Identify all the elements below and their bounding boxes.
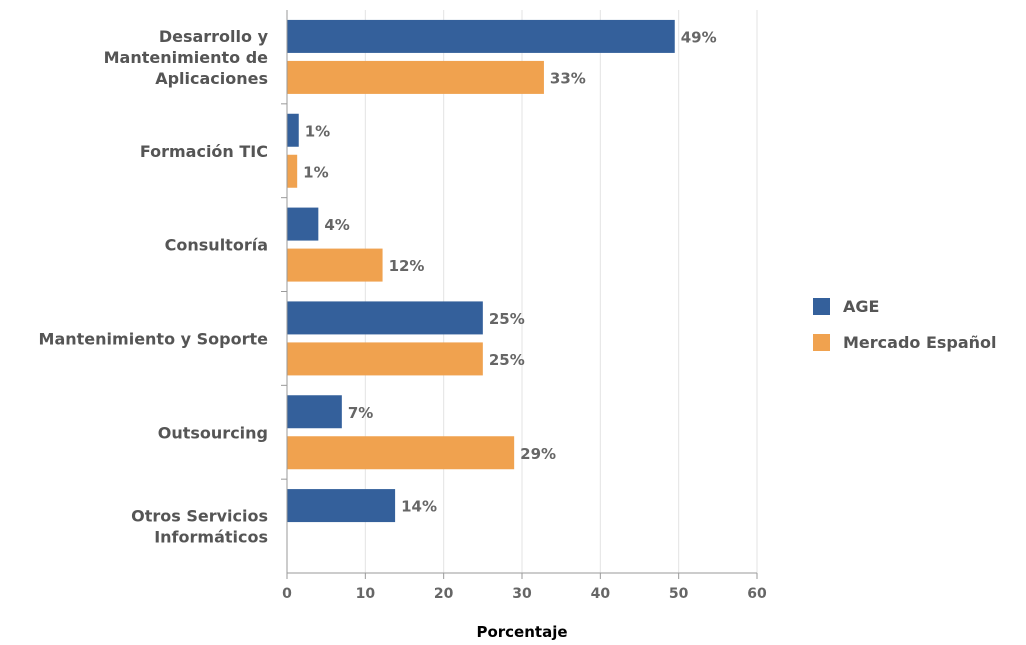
data-label: 29% [520, 445, 556, 463]
x-axis-label: Porcentaje [476, 623, 567, 641]
data-label: 12% [389, 257, 425, 275]
bar-age [287, 207, 319, 241]
bar-age [287, 19, 675, 53]
bar-mercado [287, 154, 298, 188]
x-tick-label: 50 [669, 586, 689, 602]
axes [281, 10, 757, 574]
x-tick-label: 0 [282, 586, 292, 602]
data-labels: 49% 33% 1% 1% 4% 12% 25% 25% 7% 29% 14% [303, 28, 716, 515]
category-label: Consultoría [165, 236, 268, 255]
x-tick-label: 40 [591, 586, 611, 602]
x-tick-label: 20 [434, 586, 454, 602]
x-tick-label: 30 [512, 586, 532, 602]
legend-label: AGE [843, 297, 879, 316]
category-label: Desarrollo y Mantenimiento de Aplicaciones [104, 27, 269, 88]
bar-age [287, 301, 483, 335]
bar-age [287, 113, 299, 147]
legend-swatch [813, 298, 830, 315]
bar-age [287, 395, 342, 429]
data-label: 1% [305, 122, 330, 140]
data-label: 25% [489, 310, 525, 328]
category-labels: Desarrollo y Mantenimiento de Aplicaciones… [39, 27, 269, 547]
category-label: Outsourcing [158, 423, 268, 442]
bar-mercado [287, 436, 515, 470]
category-label: Otros Servicios Informáticos [131, 507, 268, 547]
bar-mercado [287, 60, 544, 94]
data-label: 1% [303, 163, 328, 181]
data-label: 33% [550, 69, 586, 87]
bar-mercado [287, 248, 383, 282]
bar-age [287, 489, 396, 523]
data-label: 4% [324, 216, 349, 234]
legend-label: Mercado Español [843, 333, 997, 352]
category-label: Formación TIC [140, 142, 268, 161]
legend: AGE Mercado Español [813, 297, 997, 352]
x-tick-labels: 0 10 20 30 40 50 60 [282, 573, 767, 602]
data-label: 14% [401, 498, 437, 516]
x-tick-label: 10 [356, 586, 376, 602]
legend-swatch [813, 334, 830, 351]
bars [287, 19, 675, 523]
category-label: Mantenimiento y Soporte [39, 329, 269, 348]
x-tick-label: 60 [747, 586, 767, 602]
data-label: 49% [681, 28, 717, 46]
data-label: 7% [348, 404, 373, 422]
grid-lines [364, 10, 758, 573]
bar-mercado [287, 342, 483, 376]
data-label: 25% [489, 351, 525, 369]
